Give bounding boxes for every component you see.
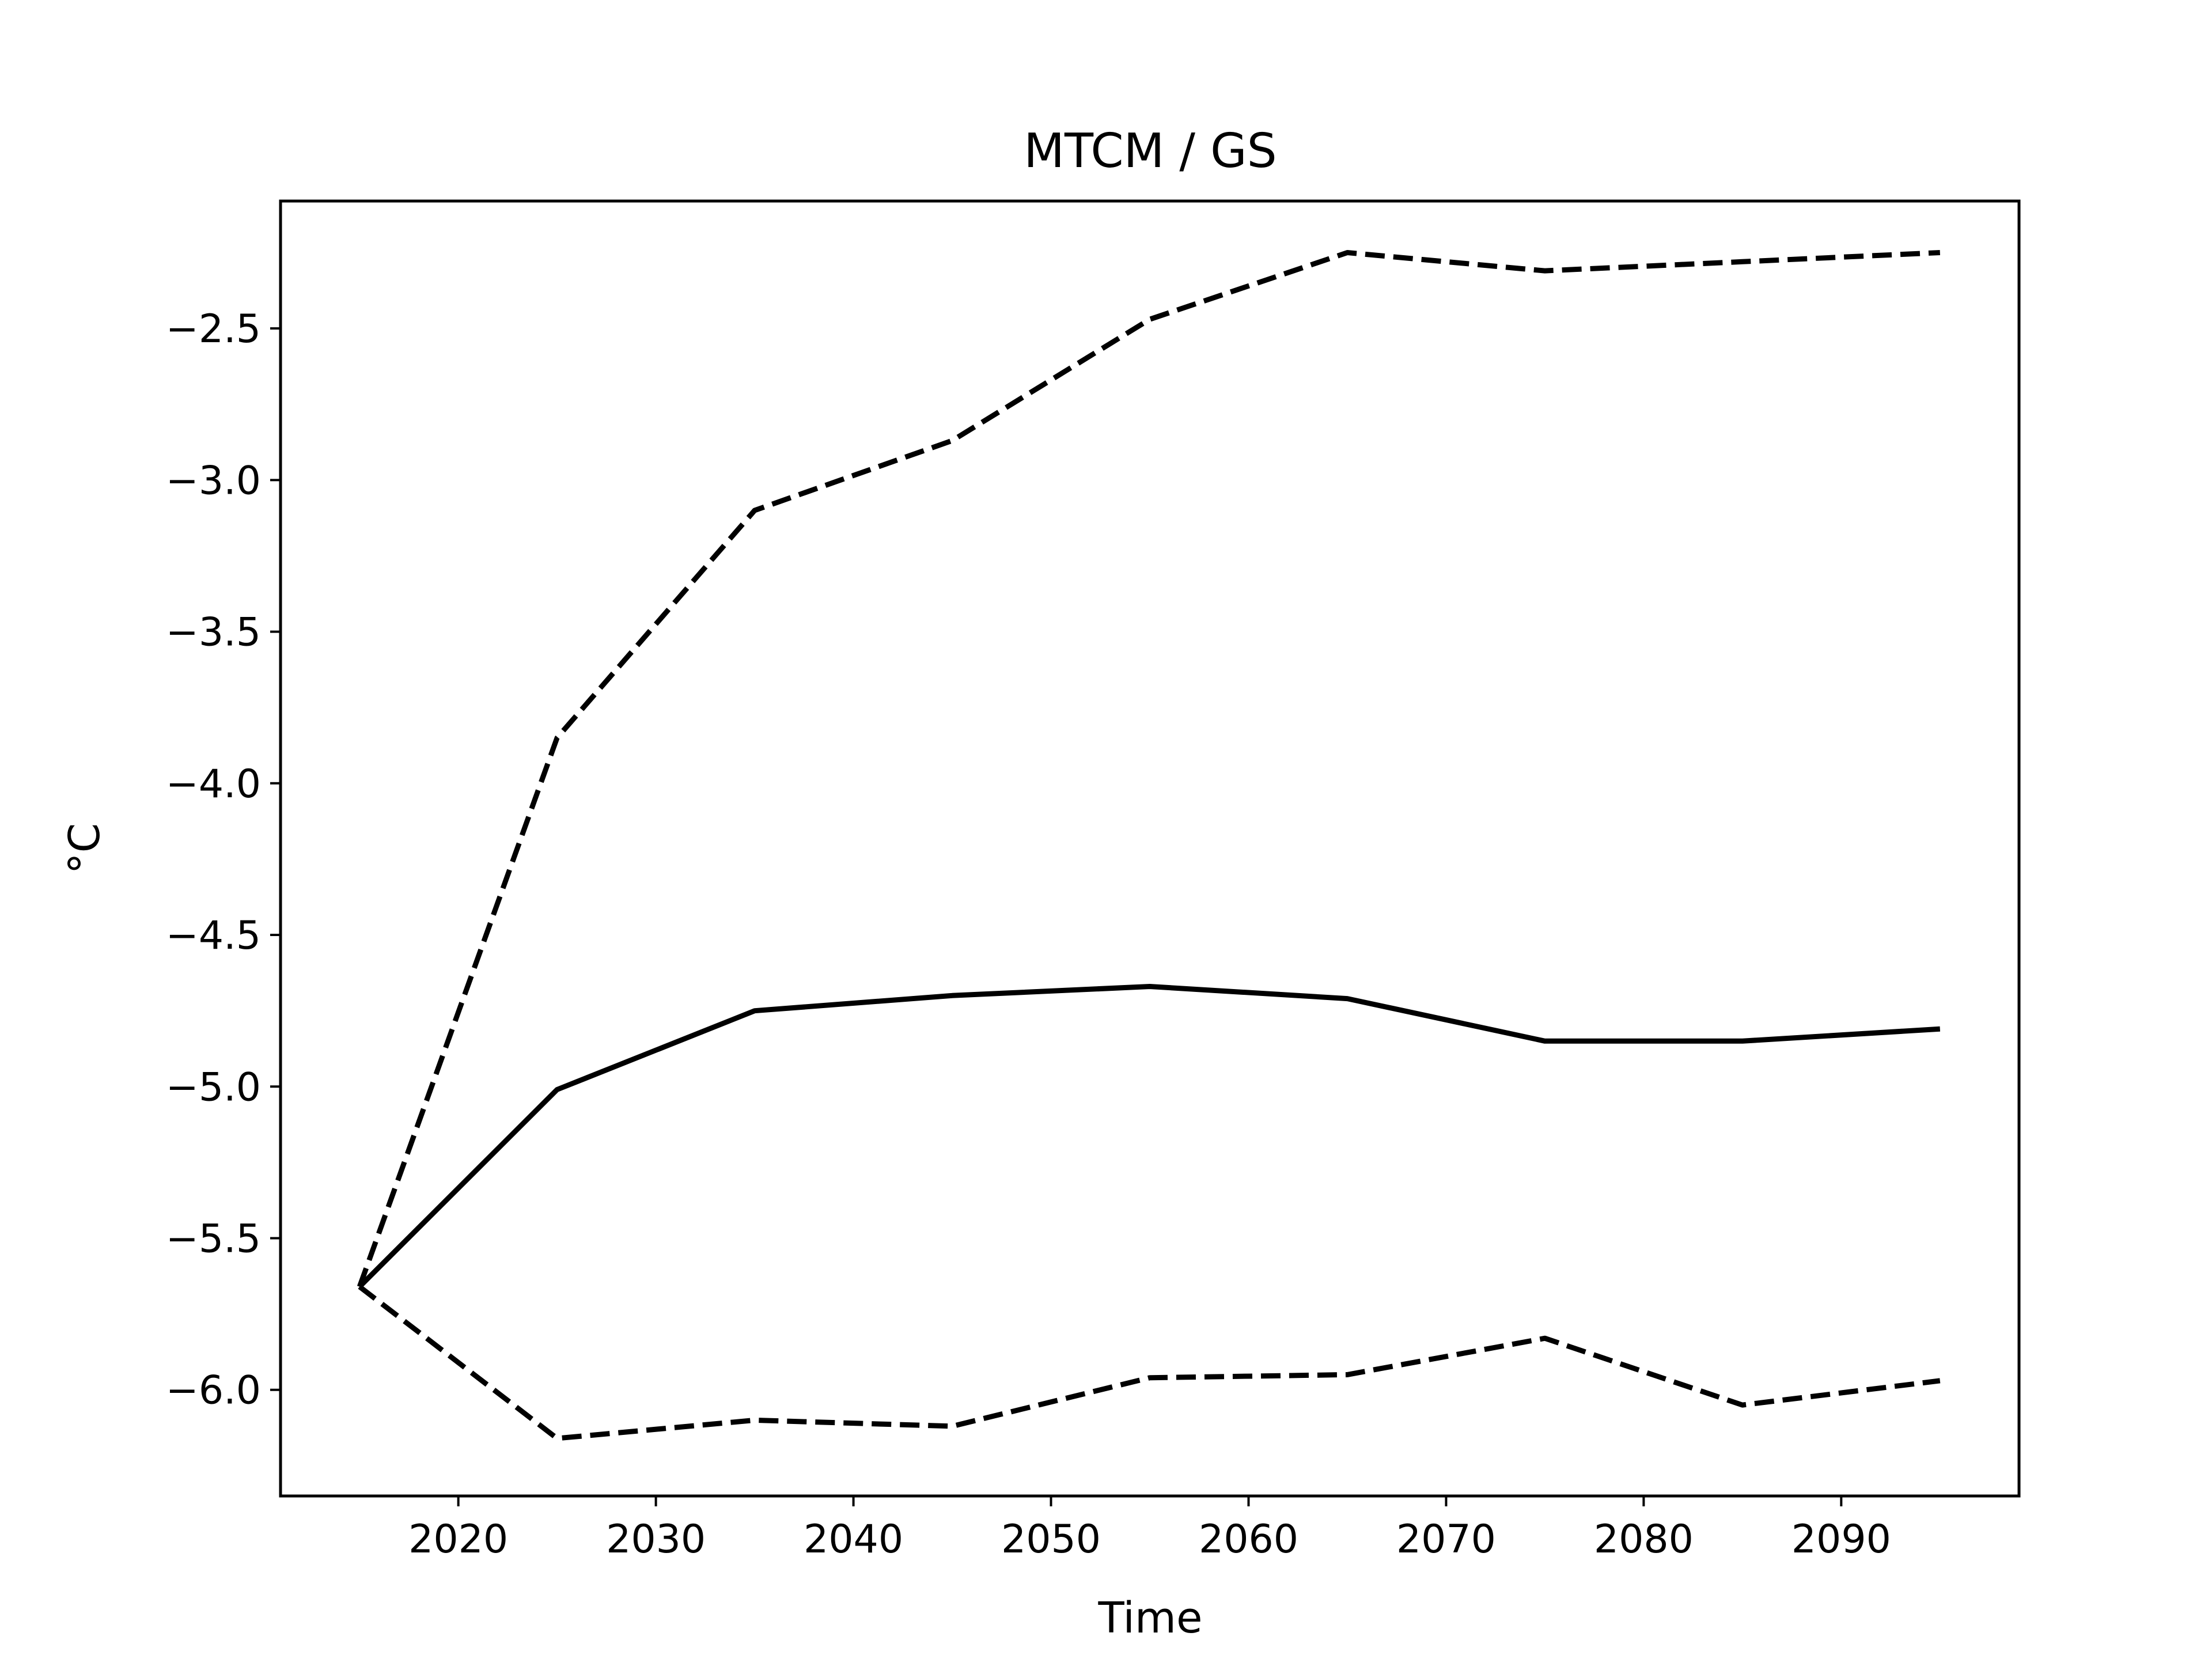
x-tick-label: 2020 [408,1517,508,1562]
y-tick-label: −5.5 [166,1217,261,1262]
x-tick-label: 2050 [1001,1517,1101,1562]
series-line-2 [358,1285,1941,1441]
x-tick-label: 2040 [804,1517,903,1562]
y-axis-ticks: −6.0 −5.5 −5.0 −4.5 −4.0 −3.5 −3.0 −2.5 [166,306,281,1414]
x-tick-label: 2070 [1396,1517,1496,1562]
y-tick-label: −5.0 [166,1065,261,1110]
series-line-1 [357,250,1941,1288]
y-tick-label: −3.5 [166,610,261,656]
series-layer [357,250,1941,1441]
y-tick-label: −4.0 [166,762,261,807]
plot-frame [279,199,2021,1498]
y-tick-label: −2.5 [166,306,261,352]
x-axis-ticks: 2020 2030 2040 2050 2060 2070 2080 2090 [408,1496,1891,1562]
y-tick-label: −3.0 [166,458,261,503]
series-line-0 [358,984,1941,1289]
x-tick-label: 2060 [1199,1517,1298,1562]
y-axis-label: °C [60,823,109,874]
chart-title: MTCM / GS [1024,124,1277,179]
x-axis-label: Time [1097,1593,1202,1643]
x-tick-label: 2090 [1791,1517,1891,1562]
y-tick-label: −4.5 [166,913,261,959]
x-tick-label: 2080 [1594,1517,1694,1562]
y-tick-label: −6.0 [166,1368,261,1414]
x-tick-label: 2030 [606,1517,706,1562]
